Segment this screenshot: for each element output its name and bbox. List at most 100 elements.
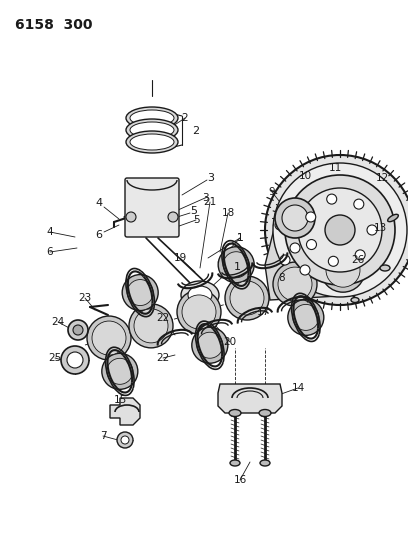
Circle shape — [122, 274, 158, 311]
Circle shape — [325, 215, 355, 245]
Circle shape — [300, 265, 310, 275]
Text: 2: 2 — [193, 125, 200, 135]
Text: 4: 4 — [95, 198, 102, 208]
Circle shape — [67, 352, 83, 368]
Circle shape — [168, 212, 178, 222]
Text: 12: 12 — [375, 173, 389, 183]
Circle shape — [275, 198, 315, 238]
Ellipse shape — [388, 214, 398, 222]
Ellipse shape — [230, 460, 240, 466]
Text: 7: 7 — [100, 431, 106, 441]
FancyBboxPatch shape — [125, 178, 179, 237]
Circle shape — [265, 155, 408, 305]
Polygon shape — [265, 200, 370, 300]
Circle shape — [293, 304, 319, 330]
Text: 18: 18 — [222, 208, 235, 218]
Text: 6: 6 — [47, 247, 53, 257]
Circle shape — [87, 316, 131, 360]
Circle shape — [354, 199, 364, 209]
Circle shape — [92, 321, 126, 355]
Circle shape — [177, 290, 221, 334]
Circle shape — [315, 253, 325, 263]
Circle shape — [275, 220, 285, 230]
Ellipse shape — [130, 134, 174, 150]
Text: 5: 5 — [193, 215, 200, 225]
Ellipse shape — [380, 265, 390, 271]
Circle shape — [102, 353, 138, 389]
Polygon shape — [132, 290, 160, 329]
Circle shape — [298, 188, 382, 272]
Circle shape — [230, 281, 264, 315]
Circle shape — [182, 295, 216, 329]
Text: 3: 3 — [208, 173, 215, 183]
Circle shape — [107, 358, 133, 384]
Ellipse shape — [229, 409, 241, 416]
Text: 1: 1 — [233, 262, 240, 272]
Circle shape — [223, 252, 249, 278]
Circle shape — [225, 276, 269, 320]
Circle shape — [117, 432, 133, 448]
Circle shape — [290, 243, 300, 253]
Text: 11: 11 — [328, 163, 341, 173]
Circle shape — [288, 300, 324, 335]
Circle shape — [319, 224, 345, 250]
Polygon shape — [191, 309, 218, 348]
Circle shape — [314, 219, 350, 255]
Polygon shape — [324, 234, 352, 273]
Text: 8: 8 — [279, 273, 285, 283]
Circle shape — [127, 280, 153, 305]
Text: 1: 1 — [237, 233, 243, 243]
Circle shape — [355, 250, 365, 260]
Circle shape — [197, 332, 223, 358]
Circle shape — [192, 327, 228, 363]
Text: 14: 14 — [291, 383, 305, 393]
Ellipse shape — [130, 122, 174, 138]
Ellipse shape — [130, 110, 174, 126]
Circle shape — [327, 194, 337, 204]
Text: 22: 22 — [156, 353, 170, 363]
Circle shape — [282, 205, 308, 231]
Circle shape — [61, 346, 89, 374]
Text: 2: 2 — [182, 113, 188, 123]
Text: 19: 19 — [173, 253, 186, 263]
Ellipse shape — [126, 119, 178, 141]
Circle shape — [278, 267, 312, 301]
Circle shape — [305, 230, 315, 240]
Circle shape — [328, 256, 338, 266]
Polygon shape — [218, 384, 282, 413]
Ellipse shape — [259, 409, 271, 416]
Text: 5: 5 — [191, 206, 197, 216]
Circle shape — [126, 212, 136, 222]
Text: 13: 13 — [373, 223, 387, 233]
Text: 6158  300: 6158 300 — [15, 18, 93, 32]
Text: 9: 9 — [269, 187, 275, 197]
Text: 10: 10 — [298, 171, 312, 181]
Circle shape — [273, 163, 407, 297]
Text: 17: 17 — [256, 307, 270, 317]
Circle shape — [321, 248, 365, 292]
Circle shape — [129, 304, 173, 348]
Text: 24: 24 — [51, 317, 64, 327]
Text: 6: 6 — [95, 230, 102, 240]
Circle shape — [306, 212, 316, 222]
Text: 20: 20 — [224, 337, 237, 347]
Text: 4: 4 — [47, 227, 53, 237]
Circle shape — [68, 320, 88, 340]
Circle shape — [280, 255, 290, 265]
Text: 3: 3 — [202, 193, 208, 203]
Circle shape — [285, 175, 395, 285]
Text: 15: 15 — [113, 395, 126, 405]
Circle shape — [367, 225, 377, 235]
Text: 25: 25 — [49, 353, 62, 363]
Text: 1: 1 — [237, 233, 243, 243]
Circle shape — [121, 436, 129, 444]
Text: 23: 23 — [78, 293, 92, 303]
Circle shape — [73, 325, 83, 335]
Circle shape — [134, 309, 168, 343]
Polygon shape — [110, 398, 140, 425]
Ellipse shape — [260, 460, 270, 466]
Polygon shape — [228, 262, 255, 301]
Ellipse shape — [181, 281, 219, 309]
Circle shape — [273, 262, 317, 306]
Circle shape — [218, 247, 254, 282]
